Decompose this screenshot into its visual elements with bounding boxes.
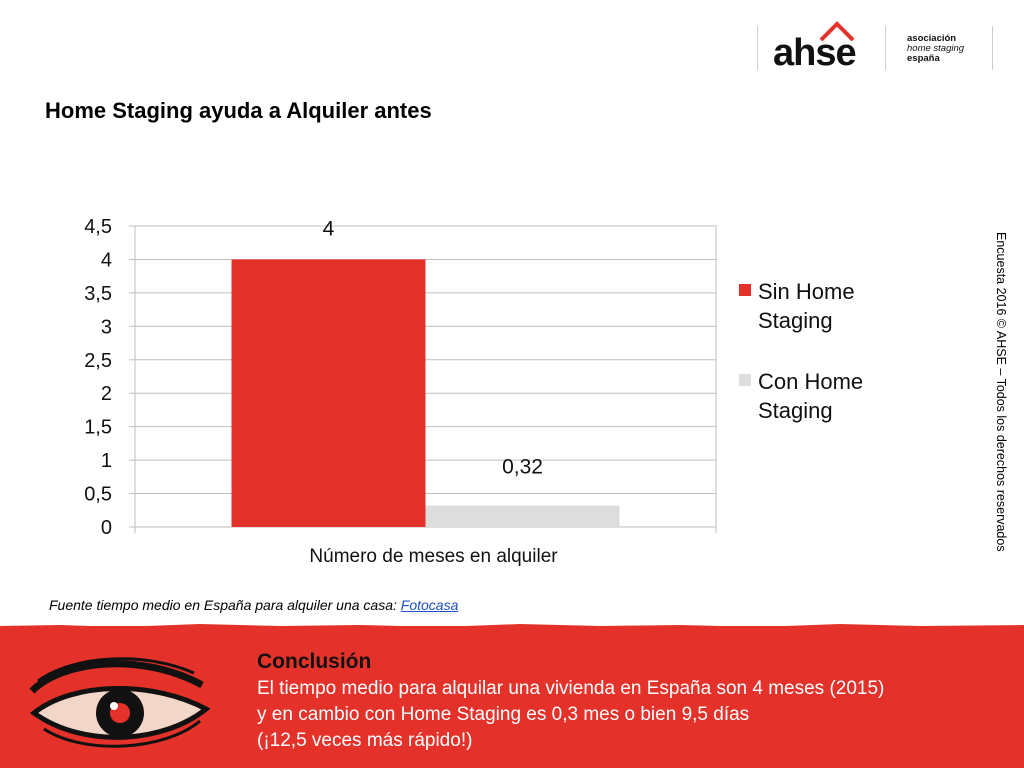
conclusion-heading: Conclusión bbox=[257, 650, 372, 673]
y-tick-label: 0,5 bbox=[84, 484, 112, 506]
ahse-logo: ahse asociación home staging españa bbox=[757, 18, 993, 74]
logo-divider-3 bbox=[992, 26, 993, 70]
legend-label-1-line-1: Sin Home bbox=[758, 279, 855, 304]
eye-icon bbox=[29, 657, 211, 748]
logo-subtitle: asociación home staging españa bbox=[907, 33, 965, 64]
y-tick-label: 3,5 bbox=[84, 283, 112, 305]
y-tick-label: 4 bbox=[101, 249, 112, 271]
legend-label-2-line-1: Con Home bbox=[758, 369, 863, 394]
y-tick-label: 2 bbox=[101, 383, 112, 405]
conclusion-line-3: (¡12,5 veces más rápido!) bbox=[257, 730, 473, 751]
torn-edge bbox=[0, 624, 1024, 630]
copyright-note: Encuesta 2016 © AHSE – Todos los derecho… bbox=[994, 232, 1008, 552]
bar-1 bbox=[231, 259, 426, 527]
data-label-1: 4 bbox=[323, 217, 335, 240]
page-title: Home Staging ayuda a Alquiler antes bbox=[45, 98, 432, 123]
logo-wordmark: ahse bbox=[773, 32, 857, 74]
y-tick-label: 2,5 bbox=[84, 350, 112, 372]
bar-chart: 0 0,5 1 1,5 2 2,5 3 3,5 4 4,5 4 0,32 Número de meses… bbox=[84, 216, 863, 567]
bar-2 bbox=[425, 505, 620, 527]
roof-icon bbox=[819, 21, 855, 42]
legend-label-2-line-2: Staging bbox=[758, 398, 833, 423]
fotocasa-link[interactable]: Fotocasa bbox=[400, 597, 459, 613]
y-tick-label: 0 bbox=[101, 517, 112, 539]
legend-swatch-2 bbox=[739, 374, 751, 386]
conclusion-line-1: El tiempo medio para alquilar una vivien… bbox=[257, 678, 885, 699]
conclusion-text: Conclusión El tiempo medio para alquilar… bbox=[257, 648, 884, 754]
source-note: Fuente tiempo medio en España para alqui… bbox=[49, 597, 459, 613]
y-tick-label: 1,5 bbox=[84, 417, 112, 439]
data-label-2: 0,32 bbox=[502, 456, 543, 479]
y-tick-label: 3 bbox=[101, 316, 112, 338]
legend-swatch-1 bbox=[739, 284, 751, 296]
y-tick-label: 4,5 bbox=[84, 216, 112, 238]
legend-label-1-line-2: Staging bbox=[758, 308, 833, 333]
x-axis-label: Número de meses en alquiler bbox=[309, 546, 558, 567]
logo-divider-2 bbox=[885, 26, 886, 70]
conclusion-line-2: y en cambio con Home Staging es 0,3 mes … bbox=[257, 704, 750, 725]
y-tick-label: 1 bbox=[101, 450, 112, 472]
logo-divider bbox=[757, 26, 758, 70]
